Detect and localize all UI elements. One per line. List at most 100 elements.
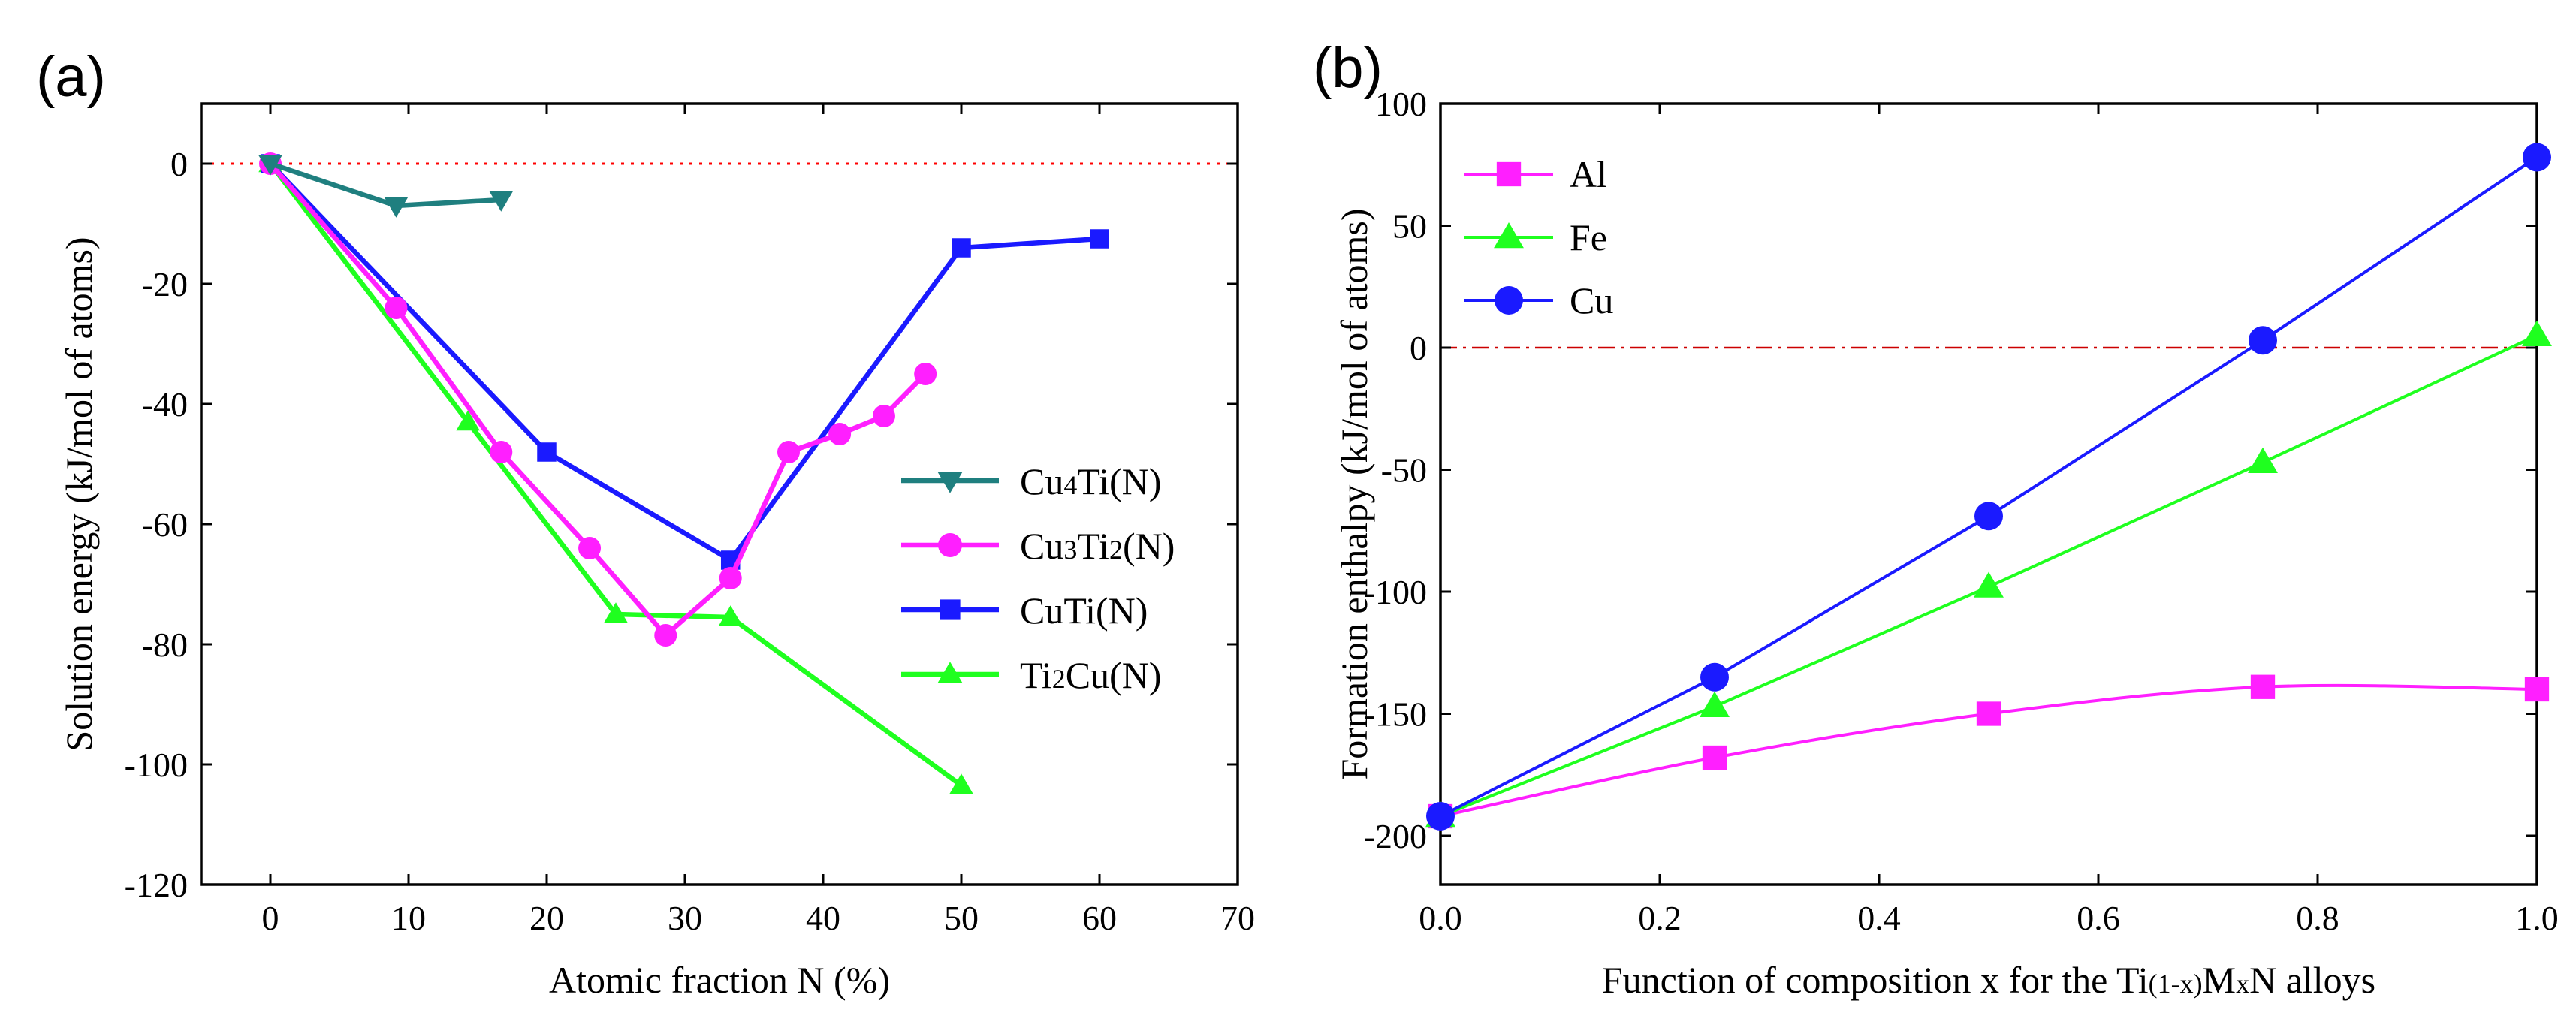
point-cu3ti2 [777,441,800,463]
x-tick-label: 0.6 [2077,899,2120,937]
x-axis-label-part: M [2203,959,2236,1001]
legend-text-part: 3 [1063,535,1077,565]
x-tick-label: 30 [668,899,702,937]
legend-text-part: 2 [1052,664,1066,694]
legend-marker-cu4ti [937,472,963,493]
x-axis-label-part: (1-x) [2149,969,2203,999]
point-cu3ti2 [719,567,742,589]
y-tick-label: -200 [1364,817,1427,855]
legend-marker-cu [1495,286,1523,315]
legend-marker-fe [1494,222,1524,249]
line-cuti [268,161,1100,563]
x-axis-label-part: N alloys [2249,959,2375,1001]
legend-label-cu4ti: Cu4Ti(N) [1020,460,1161,502]
legend-b: Al Fe Cu [1464,153,1613,321]
x-tick-label: 0.4 [1857,899,1901,937]
y-tick-label: 0 [1410,329,1427,367]
series-cu3ti2-a [259,152,937,647]
legend-marker-cuti [940,599,961,620]
line-ti2cu [268,162,963,788]
legend-marker-al [1496,161,1522,187]
x-axis-label-b: Function of composition x for the Ti(1-x… [1602,959,2375,1001]
y-tick-label: -100 [1364,573,1427,611]
point-cuti [1090,229,1109,249]
point-cu3ti2 [654,624,677,647]
series-fe-b [1425,320,2552,828]
point-cuti [537,442,557,462]
x-tick-label: 70 [1220,899,1255,937]
point-al [2250,674,2276,699]
legend-text-part: CuTi(N) [1020,589,1148,632]
point-al [1702,745,1727,770]
panel-label-a: (a) [36,45,106,109]
y-tick-label: -20 [142,265,188,303]
point-cu3ti2 [385,297,408,319]
y-tick-label: 100 [1375,85,1427,123]
x-tick-label: 20 [529,899,564,937]
point-cu [1426,802,1455,831]
point-cu3ti2 [578,537,602,559]
point-ti2cu [604,602,628,623]
x-tick-label: 40 [806,899,840,937]
legend-text-part: 2 [1109,535,1123,565]
point-ti2cu [949,773,973,794]
point-fe [1974,571,2004,598]
point-cu3ti2 [872,405,895,427]
legend-label-fe: Fe [1570,216,1607,258]
point-cu4ti [489,191,514,212]
legend-text-part: 4 [1063,470,1077,500]
y-axis-label-b: Formation enthalpy (kJ/mol of atoms) [1333,208,1375,779]
legend-text-part: Ti [1077,525,1109,567]
x-tick-label: 0 [262,899,279,937]
plot-frame-b [1439,102,2538,886]
point-cu3ti2 [914,363,937,385]
legend-text-part: Cu [1020,460,1063,502]
plot-frame-a [200,102,1239,886]
y-tick-label: -40 [142,385,188,424]
legend-label-al: Al [1570,153,1607,195]
x-axis-label-part: Function of composition x for the Ti [1602,959,2149,1001]
x-tick-label: 60 [1082,899,1117,937]
series-cu4ti-a [258,155,514,218]
y-tick-label: -150 [1364,695,1427,734]
y-tick-label: -60 [142,505,188,544]
legend-marker-ti2cu [937,662,963,683]
x-tick-label: 0.0 [1419,899,1462,937]
point-cuti [952,238,971,258]
legend-marker-cu3ti2 [938,533,962,557]
x-tick-label: 10 [391,899,426,937]
y-tick-label: 50 [1392,207,1427,246]
point-al [1976,701,2001,726]
point-cu3ti2 [828,423,852,445]
series-cuti-a [261,154,1109,570]
point-cu [2523,143,2551,172]
point-cu3ti2 [490,441,513,463]
legend-a: Cu4Ti(N) Cu3Ti2(N) CuTi(N) Ti2Cu(N) [901,460,1175,696]
series-cu-b [1426,143,2551,831]
point-cu4ti [384,197,409,218]
legend-text-part: Ti [1020,654,1052,696]
y-tick-label: -50 [1381,451,1427,490]
point-cu [2249,326,2277,355]
point-fe [1700,691,1730,717]
point-fe [2522,320,2552,346]
point-ti2cu [456,410,480,431]
line-cu3ti2 [268,161,928,638]
legend-text-part: Cu [1020,525,1063,567]
point-fe [2248,447,2278,473]
x-tick-label: 50 [944,899,979,937]
point-al [2524,677,2550,702]
x-axis-label-a: Atomic fraction N (%) [549,959,890,1001]
legend-label-ti2cu: Ti2Cu(N) [1020,654,1161,696]
x-tick-label: 0.2 [1638,899,1682,937]
chart-b-formation-enthalpy: 0.0 0.2 0.4 0.6 0.8 1.0 100 50 0 -50 -100 -150 -200 F… [1333,85,2559,1001]
y-axis-label-a: Solution energy (kJ/mol of atoms) [58,237,100,751]
point-cu [1700,662,1729,692]
legend-label-cu3ti2: Cu3Ti2(N) [1020,525,1175,567]
point-cu4ti [258,155,282,176]
x-tick-label: 1.0 [2515,899,2559,937]
x-tick-label: 0.8 [2296,899,2339,937]
series-ti2cu-a [258,152,973,794]
y-tick-label: -100 [125,746,188,784]
